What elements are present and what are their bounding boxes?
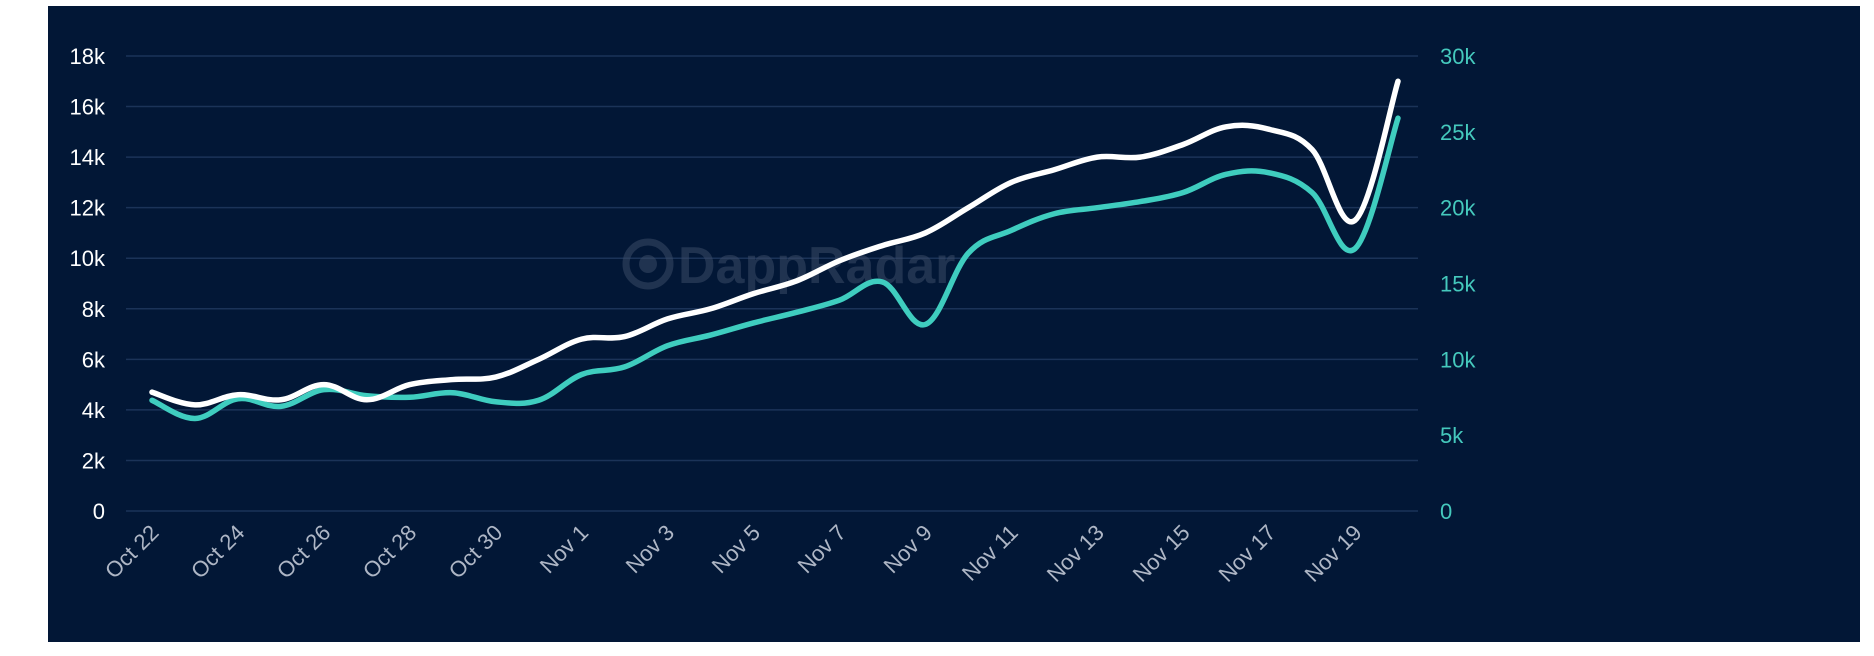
watermark-text: DappRadar [678, 237, 955, 295]
left-tick-label: 14k [70, 145, 106, 170]
x-tick-label: Nov 19 [1300, 520, 1367, 587]
x-tick-label: Nov 9 [879, 520, 937, 578]
watermark: DappRadar [622, 237, 955, 295]
left-tick-label: 10k [70, 246, 106, 271]
x-tick-label: Nov 17 [1214, 520, 1281, 587]
left-tick-label: 18k [70, 44, 106, 69]
right-tick-label: 0 [1440, 499, 1452, 524]
x-tick-label: Oct 28 [358, 520, 422, 584]
x-tick-label: Nov 3 [621, 520, 679, 578]
x-tick-label: Oct 22 [100, 520, 164, 584]
x-tick-label: Nov 7 [793, 520, 851, 578]
right-axis: 0 5k 10k 15k 20k 25k 30k [1440, 44, 1476, 524]
chart-panel: DappRadar 0 2k 4k 6k 8k 10k 12k 14k 16k 18k 0 5k 10… [48, 6, 1860, 642]
right-tick-label: 25k [1440, 120, 1476, 145]
series-line-teal [149, 115, 1401, 422]
left-tick-label: 6k [82, 347, 106, 372]
series-lines [149, 78, 1401, 422]
left-tick-label: 2k [82, 448, 106, 473]
series-line-white [149, 78, 1401, 408]
x-tick-label: Nov 5 [707, 520, 765, 578]
x-axis: Oct 22 Oct 24 Oct 26 Oct 28 Oct 30 Nov 1 Nov 3… [100, 520, 1367, 587]
line-chart: DappRadar 0 2k 4k 6k 8k 10k 12k 14k 16k 18k 0 5k 10… [70, 44, 1477, 587]
left-tick-label: 12k [70, 196, 106, 221]
left-tick-label: 8k [82, 297, 106, 322]
right-tick-label: 30k [1440, 44, 1476, 69]
x-tick-label: Nov 13 [1042, 520, 1109, 587]
right-tick-label: 20k [1440, 196, 1476, 221]
x-tick-label: Nov 15 [1128, 520, 1195, 587]
right-tick-label: 10k [1440, 347, 1476, 372]
right-tick-label: 5k [1440, 423, 1464, 448]
x-tick-label: Nov 1 [535, 520, 593, 578]
x-tick-label: Oct 30 [444, 520, 508, 584]
left-axis: 0 2k 4k 6k 8k 10k 12k 14k 16k 18k [70, 44, 106, 524]
x-tick-label: Nov 11 [957, 520, 1023, 586]
gridlines [126, 55, 1418, 512]
left-tick-label: 4k [82, 398, 106, 423]
left-tick-label: 0 [93, 499, 105, 524]
right-tick-label: 15k [1440, 272, 1476, 297]
left-tick-label: 16k [70, 95, 106, 120]
x-tick-label: Oct 24 [186, 520, 250, 584]
x-tick-label: Oct 26 [272, 520, 336, 584]
